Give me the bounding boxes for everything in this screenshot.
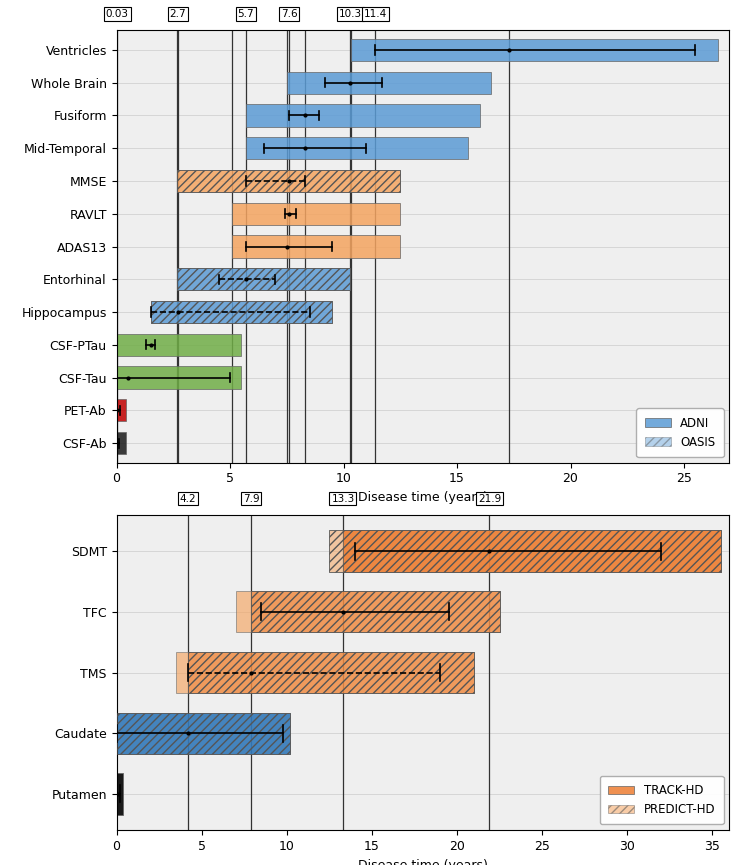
Bar — [117, 367, 241, 388]
Bar — [329, 530, 721, 572]
Bar — [251, 591, 499, 632]
Legend: TRACK-HD, PREDICT-HD: TRACK-HD, PREDICT-HD — [600, 776, 723, 824]
Bar — [176, 652, 474, 693]
X-axis label: Disease time (years): Disease time (years) — [358, 491, 488, 504]
Bar — [188, 652, 474, 693]
X-axis label: Disease time (years): Disease time (years) — [358, 859, 488, 865]
Bar — [188, 652, 474, 693]
Text: 4.2: 4.2 — [180, 494, 196, 503]
Bar — [117, 713, 290, 754]
Bar — [235, 591, 499, 632]
Text: 11.4: 11.4 — [364, 10, 387, 19]
Bar — [177, 268, 350, 291]
Bar — [246, 105, 480, 126]
Bar — [150, 301, 332, 324]
Text: 13.3: 13.3 — [332, 494, 355, 503]
Bar — [251, 591, 499, 632]
Text: 2.7: 2.7 — [169, 10, 186, 19]
Text: 5.7: 5.7 — [238, 10, 254, 19]
Text: 7.6: 7.6 — [280, 10, 297, 19]
Bar — [177, 268, 350, 291]
Text: 21.9: 21.9 — [478, 494, 501, 503]
Bar — [117, 713, 290, 754]
Bar — [232, 202, 400, 225]
Legend: ADNI, OASIS: ADNI, OASIS — [636, 408, 723, 457]
Text: 0.03: 0.03 — [106, 10, 129, 19]
Bar — [117, 713, 290, 754]
Bar — [287, 72, 491, 93]
Bar — [150, 301, 332, 324]
Bar — [329, 530, 721, 572]
Bar — [351, 39, 718, 61]
Bar — [177, 170, 400, 192]
Bar — [117, 432, 126, 454]
Bar — [246, 137, 468, 159]
Bar — [343, 530, 721, 572]
Bar — [177, 170, 400, 192]
Text: 10.3: 10.3 — [339, 10, 362, 19]
Bar — [117, 773, 123, 815]
Bar — [117, 334, 241, 356]
Text: 7.9: 7.9 — [243, 494, 259, 503]
Bar — [117, 400, 126, 421]
Bar — [232, 235, 400, 258]
